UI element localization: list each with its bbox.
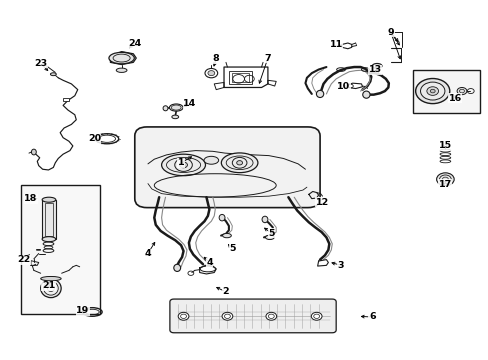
Ellipse shape (219, 215, 224, 221)
Circle shape (426, 87, 438, 95)
Bar (21, 185, 100, 315)
Ellipse shape (41, 279, 61, 298)
Bar (42, 200, 56, 239)
Text: 6: 6 (368, 312, 375, 321)
Ellipse shape (42, 197, 56, 202)
Ellipse shape (169, 104, 183, 111)
Bar (63, 98, 69, 101)
Text: 8: 8 (212, 54, 219, 63)
Text: 4: 4 (205, 258, 212, 267)
Ellipse shape (222, 233, 231, 238)
Ellipse shape (173, 264, 180, 271)
Ellipse shape (161, 154, 205, 176)
Circle shape (456, 87, 466, 95)
Circle shape (429, 89, 434, 93)
Text: 20: 20 (87, 134, 101, 143)
Ellipse shape (203, 156, 218, 164)
Circle shape (311, 312, 322, 320)
Text: 10: 10 (337, 82, 350, 91)
Ellipse shape (221, 153, 257, 173)
Text: 7: 7 (264, 54, 271, 63)
Ellipse shape (42, 237, 56, 242)
Text: 14: 14 (183, 99, 196, 108)
Text: 18: 18 (24, 194, 38, 203)
Circle shape (179, 162, 187, 168)
Text: 5: 5 (267, 229, 274, 238)
Ellipse shape (41, 276, 61, 281)
Ellipse shape (163, 106, 167, 111)
Text: 24: 24 (128, 39, 141, 48)
Text: 11: 11 (329, 40, 342, 49)
Ellipse shape (43, 282, 58, 295)
Circle shape (207, 71, 214, 76)
FancyBboxPatch shape (169, 299, 335, 333)
Ellipse shape (362, 91, 369, 98)
Text: 13: 13 (368, 65, 381, 74)
FancyBboxPatch shape (135, 127, 320, 208)
Text: 22: 22 (18, 255, 31, 264)
Ellipse shape (31, 149, 36, 155)
Ellipse shape (116, 68, 127, 72)
Ellipse shape (262, 216, 267, 223)
Circle shape (436, 173, 453, 186)
Circle shape (178, 312, 188, 320)
Text: 21: 21 (42, 281, 55, 290)
Ellipse shape (50, 73, 56, 76)
Bar (228, 71, 252, 84)
Text: 16: 16 (447, 94, 461, 103)
Text: 12: 12 (315, 198, 328, 207)
Bar (44, 203, 53, 235)
Circle shape (415, 78, 449, 104)
Text: 23: 23 (34, 59, 47, 68)
Circle shape (236, 161, 242, 165)
Text: 3: 3 (337, 261, 344, 270)
Text: 9: 9 (386, 28, 393, 37)
Text: 1: 1 (178, 158, 184, 167)
Text: 15: 15 (438, 141, 451, 150)
Ellipse shape (371, 63, 381, 68)
Bar (412, 69, 479, 113)
Ellipse shape (171, 115, 178, 119)
Bar (232, 73, 249, 82)
Text: 17: 17 (438, 180, 451, 189)
Circle shape (420, 82, 444, 100)
Text: 19: 19 (76, 306, 89, 315)
Text: 5: 5 (228, 244, 235, 253)
Ellipse shape (265, 235, 274, 239)
Text: 2: 2 (222, 287, 229, 296)
Circle shape (222, 312, 232, 320)
Text: 4: 4 (144, 249, 151, 258)
Circle shape (265, 312, 276, 320)
Ellipse shape (316, 90, 323, 98)
Ellipse shape (109, 52, 134, 64)
